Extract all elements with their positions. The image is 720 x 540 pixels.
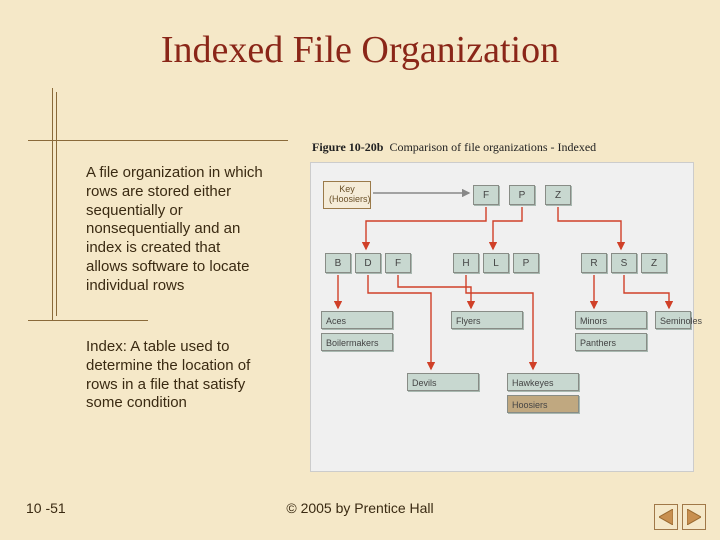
decorative-line [56, 92, 57, 316]
page-title: Indexed File Organization [0, 28, 720, 72]
figure-caption-text: Comparison of file organizations - Index… [389, 140, 596, 154]
paragraph-index: Index: A table used to determine the loc… [86, 338, 281, 413]
triangle-left-icon [659, 509, 673, 525]
arrows-overlay [311, 163, 695, 473]
paragraph-definition: A file organization in which rows are st… [86, 164, 266, 295]
figure-indexed-organization: Key (Hoosiers) F P Z B D F H L P R S Z A… [310, 162, 694, 472]
figure-label: Figure 10-20b [312, 140, 383, 154]
triangle-right-icon [687, 509, 701, 525]
figure-caption: Figure 10-20b Comparison of file organiz… [312, 140, 596, 155]
decorative-line [28, 320, 148, 321]
decorative-line [28, 140, 288, 141]
next-button[interactable] [682, 504, 706, 530]
decorative-line [52, 88, 53, 320]
nav-buttons [654, 504, 706, 530]
prev-button[interactable] [654, 504, 678, 530]
copyright: © 2005 by Prentice Hall [0, 500, 720, 516]
